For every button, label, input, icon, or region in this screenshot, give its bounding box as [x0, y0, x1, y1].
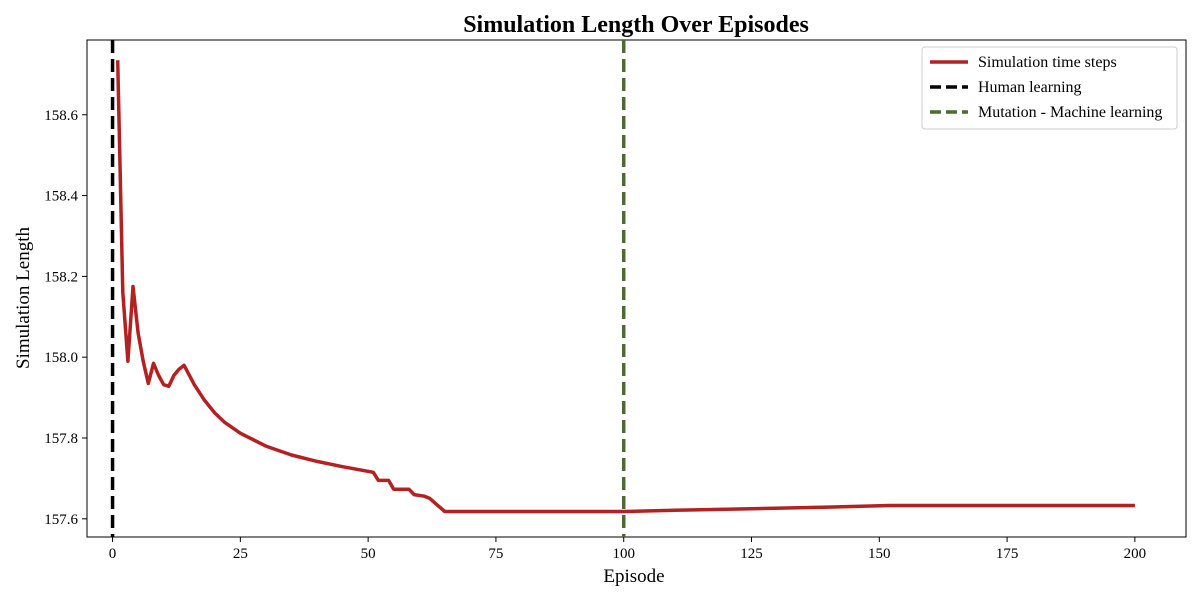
x-tick-label: 50 [361, 546, 376, 562]
x-axis: 0 25 50 75 100 125 150 175 200 [109, 537, 1146, 562]
y-tick-label: 158.4 [44, 189, 78, 205]
y-axis: 157.6 157.8 158.0 158.2 158.4 158.6 [44, 108, 87, 528]
y-axis-label: Simulation Length [13, 227, 34, 369]
x-tick-label: 175 [996, 546, 1019, 562]
series-line-simulation-time-steps [115, 60, 1135, 514]
vertical-markers [110, 40, 626, 537]
y-tick-label: 158.2 [44, 269, 78, 285]
legend-label-simulation-time-steps: Simulation time steps [978, 54, 1117, 71]
x-tick-label: 75 [488, 546, 503, 562]
x-tick-label: 200 [1124, 546, 1147, 562]
legend: Simulation time steps Human learning Mutat… [921, 46, 1178, 130]
legend-label-mutation-machine-learning: Mutation - Machine learning [978, 104, 1162, 121]
y-tick-label: 158.0 [44, 350, 78, 366]
x-tick-label: 0 [109, 546, 117, 562]
x-tick-label: 100 [612, 546, 635, 562]
series-group [115, 60, 1135, 514]
x-tick-label: 125 [740, 546, 763, 562]
y-tick-label: 157.8 [44, 431, 78, 447]
x-tick-label: 25 [233, 546, 248, 562]
y-tick-label: 158.6 [44, 108, 78, 124]
x-tick-label: 150 [868, 546, 891, 562]
y-tick-label: 157.6 [44, 512, 78, 528]
x-axis-label: Episode [603, 566, 664, 587]
legend-label-human-learning: Human learning [978, 79, 1082, 96]
plot-frame [86, 39, 1187, 538]
chart-title: Simulation Length Over Episodes [463, 12, 809, 38]
legend-box [921, 46, 1178, 130]
